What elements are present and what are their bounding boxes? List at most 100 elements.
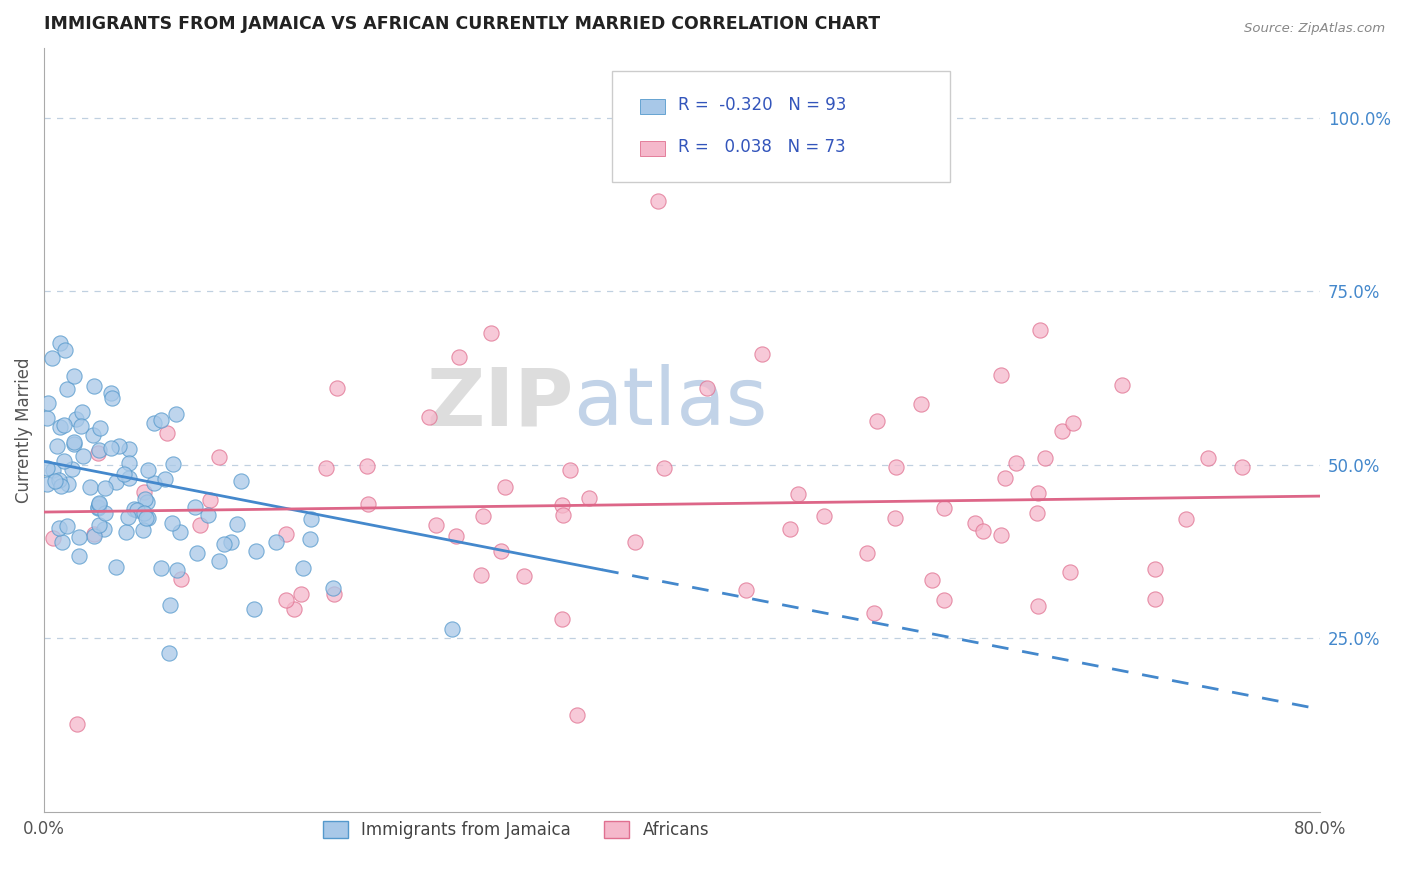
Point: [779, 522, 801, 536]
Point: [108, 438, 131, 452]
Point: [1026, 599, 1049, 613]
Point: [169, 524, 191, 539]
Point: [37, 396, 59, 410]
Point: [112, 467, 135, 482]
Point: [65, 412, 87, 426]
Point: [219, 534, 242, 549]
Point: [63, 435, 86, 450]
Point: [425, 517, 447, 532]
Point: [87, 501, 110, 516]
Point: [229, 474, 252, 488]
Point: [932, 501, 955, 516]
Point: [48, 473, 70, 487]
Point: [122, 502, 145, 516]
Point: [55, 519, 77, 533]
Point: [60, 462, 83, 476]
Point: [44, 474, 66, 488]
Point: [125, 503, 148, 517]
Point: [149, 413, 172, 427]
Point: [751, 347, 773, 361]
Point: [786, 486, 808, 500]
Point: [87, 500, 110, 514]
Point: [212, 536, 235, 550]
Text: IMMIGRANTS FROM JAMAICA VS AFRICAN CURRENTLY MARRIED CORRELATION CHART: IMMIGRANTS FROM JAMAICA VS AFRICAN CURRE…: [44, 15, 880, 33]
Point: [183, 500, 205, 514]
Point: [49, 420, 72, 434]
Point: [117, 510, 139, 524]
Point: [1026, 507, 1049, 521]
Point: [1143, 562, 1166, 576]
Text: atlas: atlas: [574, 365, 768, 442]
Point: [162, 458, 184, 472]
Point: [69, 418, 91, 433]
Point: [42, 531, 65, 545]
Point: [813, 508, 835, 523]
Point: [63, 437, 86, 451]
Point: [100, 441, 122, 455]
Point: [1059, 566, 1081, 580]
Point: [1174, 512, 1197, 526]
Point: [118, 471, 141, 485]
Point: [117, 442, 139, 456]
Point: [143, 416, 166, 430]
Point: [326, 381, 349, 395]
Point: [186, 546, 208, 560]
Point: [49, 479, 72, 493]
Point: [932, 592, 955, 607]
Point: [553, 508, 575, 522]
Point: [578, 491, 600, 505]
Point: [82, 428, 104, 442]
Point: [292, 560, 315, 574]
Point: [696, 381, 718, 395]
Point: [156, 426, 179, 441]
Point: [446, 529, 468, 543]
Point: [910, 397, 932, 411]
FancyBboxPatch shape: [612, 71, 950, 182]
Point: [921, 573, 943, 587]
Point: [315, 461, 337, 475]
Point: [48, 521, 70, 535]
Text: R =  -0.320   N = 93: R = -0.320 N = 93: [678, 96, 846, 114]
Point: [1004, 456, 1026, 470]
Point: [323, 587, 346, 601]
Point: [856, 546, 879, 560]
Bar: [640, 99, 665, 114]
Point: [87, 518, 110, 533]
Point: [93, 482, 115, 496]
Point: [162, 516, 184, 530]
Point: [560, 463, 582, 477]
Point: [357, 497, 380, 511]
Point: [245, 544, 267, 558]
Point: [198, 492, 221, 507]
Point: [274, 526, 297, 541]
Point: [136, 511, 159, 525]
Point: [79, 480, 101, 494]
Point: [567, 707, 589, 722]
Point: [276, 593, 298, 607]
Point: [449, 351, 471, 365]
Point: [93, 522, 115, 536]
Point: [290, 587, 312, 601]
Point: [37, 411, 59, 425]
Point: [866, 414, 889, 428]
Point: [100, 385, 122, 400]
Point: [63, 368, 86, 383]
Point: [105, 475, 128, 489]
Point: [624, 535, 647, 549]
Point: [441, 622, 464, 636]
Point: [115, 524, 138, 539]
Point: [89, 442, 111, 457]
Point: [1111, 377, 1133, 392]
Point: [647, 194, 669, 208]
Point: [52, 418, 75, 433]
Point: [83, 526, 105, 541]
Point: [135, 494, 157, 508]
Text: Source: ZipAtlas.com: Source: ZipAtlas.com: [1244, 22, 1385, 36]
Point: [37, 477, 59, 491]
Point: [972, 524, 994, 538]
Point: [53, 454, 76, 468]
Point: [132, 506, 155, 520]
Point: [67, 530, 90, 544]
Point: [105, 560, 128, 574]
Point: [299, 532, 322, 546]
